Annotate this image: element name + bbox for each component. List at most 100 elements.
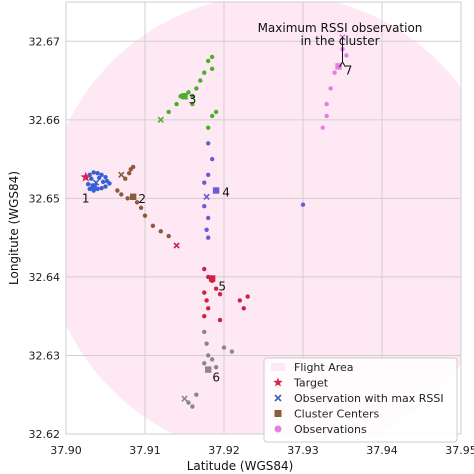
cluster-center <box>209 275 215 281</box>
observation-point <box>127 171 131 175</box>
observation-point <box>328 86 332 90</box>
observation-point <box>238 298 242 302</box>
cluster-center <box>181 93 187 99</box>
observation-point <box>202 290 206 294</box>
y-tick-label: 32.62 <box>29 428 61 441</box>
observation-point <box>119 192 123 196</box>
observation-point <box>143 213 147 217</box>
observation-point <box>202 180 206 184</box>
observation-point <box>202 70 206 74</box>
cluster-label: 6 <box>212 371 220 385</box>
annotation-text: in the cluster <box>300 34 379 48</box>
observation-point <box>206 141 210 145</box>
observation-point <box>174 102 178 106</box>
observation-point <box>202 330 206 334</box>
x-tick-label: 37.90 <box>50 444 82 457</box>
observation-point <box>202 267 206 271</box>
observation-point <box>151 224 155 228</box>
x-axis-label: Latitude (WGS84) <box>187 459 294 473</box>
y-tick-label: 32.63 <box>29 349 61 362</box>
legend-marker-circle <box>275 426 282 433</box>
legend-entry-label: Observations <box>294 423 367 436</box>
observation-point <box>206 235 210 239</box>
cluster-label: 4 <box>222 186 230 200</box>
observation-point <box>214 365 218 369</box>
observation-point <box>206 216 210 220</box>
observation-point <box>190 404 194 408</box>
legend: Flight Area Target Observation with max RS… <box>264 358 457 442</box>
observation-point <box>301 202 305 206</box>
observation-point <box>159 229 163 233</box>
observation-point <box>198 78 202 82</box>
x-tick-label: 37.94 <box>366 444 398 457</box>
observation-point <box>115 188 119 192</box>
observation-point <box>99 186 103 190</box>
observation-point <box>332 70 336 74</box>
observation-point <box>210 114 214 118</box>
observation-point <box>202 361 206 365</box>
legend-entry-label: Target <box>293 377 329 390</box>
observation-point <box>167 110 171 114</box>
observation-point <box>95 171 99 175</box>
observation-point <box>89 177 93 181</box>
observation-point <box>131 165 135 169</box>
observation-point <box>204 298 208 302</box>
observation-point <box>206 125 210 129</box>
observation-point <box>101 180 105 184</box>
observation-point <box>206 59 210 63</box>
y-tick-label: 32.64 <box>29 271 61 284</box>
observation-point <box>167 234 171 238</box>
observation-point <box>139 206 143 210</box>
observation-point <box>210 67 214 71</box>
observation-point <box>210 55 214 59</box>
observation-point <box>194 393 198 397</box>
observation-point <box>204 341 208 345</box>
observation-point <box>86 182 90 186</box>
observation-point <box>91 170 95 174</box>
observation-point <box>325 102 329 106</box>
observation-point <box>103 175 107 179</box>
x-tick-label: 37.92 <box>208 444 240 457</box>
cluster-center <box>130 194 136 200</box>
observation-point <box>246 294 250 298</box>
y-tick-label: 32.65 <box>29 192 61 205</box>
observation-point <box>321 125 325 129</box>
cluster-center <box>213 187 219 193</box>
observation-point <box>125 196 129 200</box>
cluster-label: 3 <box>189 92 197 106</box>
observation-point <box>325 114 329 118</box>
legend-marker-area <box>271 363 285 371</box>
observation-point <box>230 349 234 353</box>
observation-point <box>107 181 111 185</box>
legend-entry-label: Flight Area <box>294 361 354 374</box>
observation-point <box>344 53 348 57</box>
x-tick-label: 37.93 <box>287 444 319 457</box>
legend-marker-square <box>275 410 282 417</box>
x-tick-label: 37.91 <box>129 444 161 457</box>
y-tick-label: 32.67 <box>29 35 61 48</box>
y-axis-label: Longitute (WGS84) <box>7 171 21 285</box>
cluster-label: 7 <box>345 63 353 77</box>
y-tick-label: 32.66 <box>29 114 61 127</box>
legend-entry-label: Observation with max RSSI <box>294 392 444 405</box>
x-tick-label: 37.95 <box>445 444 474 457</box>
observation-point <box>218 318 222 322</box>
observation-point <box>202 204 206 208</box>
observation-point <box>206 173 210 177</box>
observation-point <box>206 306 210 310</box>
cluster-label: 5 <box>218 279 226 293</box>
observation-point <box>206 353 210 357</box>
observation-point <box>103 184 107 188</box>
cluster-center <box>205 366 211 372</box>
cluster-label: 2 <box>138 192 146 206</box>
observation-point <box>242 306 246 310</box>
observation-point <box>204 228 208 232</box>
observation-point <box>210 357 214 361</box>
observation-point <box>222 345 226 349</box>
legend-entry-label: Cluster Centers <box>294 408 380 421</box>
observation-point <box>202 314 206 318</box>
observation-point <box>214 110 218 114</box>
cluster-label: 1 <box>82 192 90 206</box>
observation-point <box>210 157 214 161</box>
